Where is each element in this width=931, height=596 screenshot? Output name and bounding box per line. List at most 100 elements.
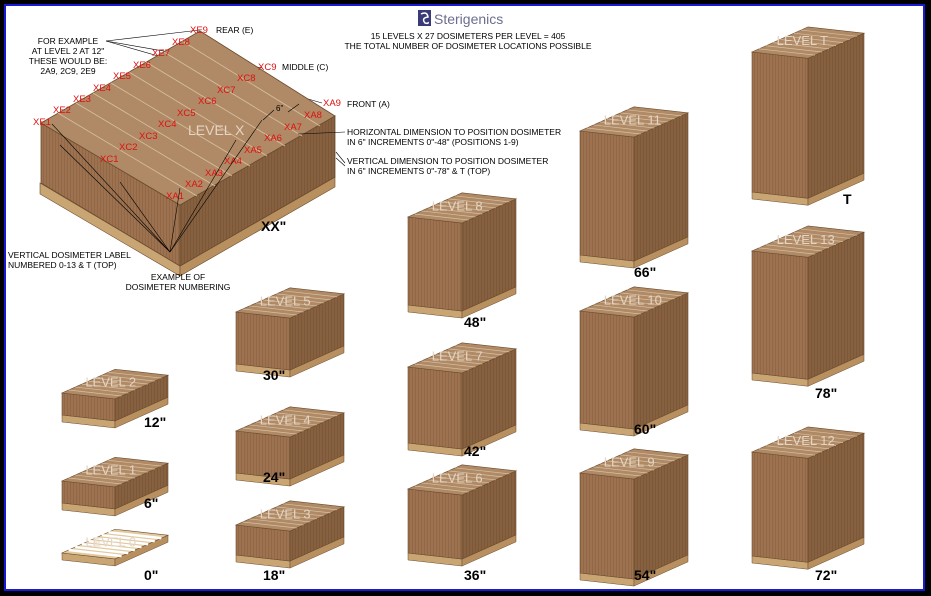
level-pallet: LEVEL T T [750, 26, 866, 207]
level-pallet: LEVEL 4 24" [234, 406, 346, 487]
top-stripe [108, 459, 162, 467]
top-stripe [793, 32, 851, 40]
level-name: LEVEL 7 [432, 348, 483, 363]
top-stripe [434, 204, 490, 212]
level-height-label: 0" [144, 567, 158, 583]
top-stripe [81, 471, 135, 479]
example-note-line: FOR EXAMPLE [38, 36, 99, 46]
top-stripe [613, 295, 668, 303]
top-stripe [620, 112, 675, 120]
top-stripe [627, 451, 682, 459]
top-stripe [256, 515, 311, 523]
box-left-face [407, 366, 463, 450]
dosimeter-label: XC4 [158, 119, 176, 130]
level-x-label: LEVEL X [188, 122, 245, 138]
level-height-label: 6" [144, 495, 158, 511]
level-pallet: LEVEL 0 0" [60, 528, 170, 583]
top-stripe [613, 457, 668, 465]
header-line-2: THE TOTAL NUMBER OF DOSIMETER LOCATIONS … [344, 41, 591, 51]
top-stripe [283, 409, 338, 417]
box-left-face [407, 216, 463, 312]
dosimeter-label: XE1 [33, 117, 51, 128]
level-pallet: LEVEL 10 60" [578, 286, 690, 437]
box-left-face [407, 488, 463, 560]
top-stripe [276, 412, 331, 420]
dosimeter-label: XA9 [323, 98, 341, 109]
dosimeter-label: XC6 [198, 96, 216, 107]
top-stripe [758, 48, 816, 56]
top-stripe [772, 42, 830, 50]
top-stripe [593, 124, 648, 132]
top-stripe [101, 533, 155, 543]
top-stripe [434, 476, 490, 484]
level-height-label: 60" [634, 421, 656, 437]
dosimeter-label: XE8 [172, 37, 190, 48]
example-note-line: THESE WOULD BE: [29, 56, 107, 66]
dosimeter-label: XE5 [113, 71, 131, 82]
level-name: LEVEL 3 [260, 506, 311, 521]
box-left-face [579, 472, 635, 580]
level-name: LEVEL 0 [85, 534, 136, 549]
six-inch-dimension: 6" [262, 103, 300, 121]
dosimeter-label: XE2 [53, 105, 71, 116]
top-stripe [800, 29, 858, 37]
level-height-label: T [843, 191, 852, 207]
top-stripe [620, 454, 675, 462]
top-stripe [606, 460, 662, 468]
level-height-label: 72" [815, 567, 837, 583]
example-note-line: 2A9, 2C9, 2E9 [40, 66, 96, 76]
box-left-face [579, 310, 635, 430]
level-height-label: 18" [263, 567, 285, 583]
top-stripe [94, 536, 149, 546]
dosimeter-label: XC3 [139, 131, 157, 142]
top-stripe [68, 548, 122, 558]
top-stripe [269, 415, 324, 423]
level-height-label: 78" [815, 385, 837, 401]
top-stripe [441, 201, 496, 209]
top-stripe [620, 292, 675, 300]
dosimeter-label: XC7 [217, 85, 235, 96]
top-stripe [269, 509, 324, 517]
top-stripe [613, 115, 668, 123]
box-right-face [807, 32, 865, 199]
header-line-1: 15 LEVELS X 27 DOSIMETERS PER LEVEL = 40… [371, 31, 566, 41]
level-height-label: 54" [634, 567, 656, 583]
level-height-label: 48" [464, 314, 486, 330]
top-stripe [68, 477, 122, 485]
top-stripe [455, 345, 510, 353]
top-stripe [779, 39, 837, 47]
top-stripe [242, 308, 297, 316]
top-stripe [772, 241, 830, 249]
dosimeter-label: XC9 [258, 62, 276, 73]
top-stripe [606, 298, 662, 306]
top-stripe [758, 247, 816, 255]
top-stripe [256, 421, 311, 429]
level-name: LEVEL 5 [260, 293, 311, 308]
top-stripe [765, 45, 823, 53]
top-stripe [448, 198, 503, 206]
dosimeter-label: XA8 [304, 110, 322, 121]
top-stripe [793, 231, 851, 239]
dosimeter-label: XE3 [73, 94, 91, 105]
top-stripe [455, 195, 510, 203]
top-stripe [779, 238, 837, 246]
level-pallet: LEVEL 11 66" [578, 106, 690, 280]
row-label-rear: REAR (E) [216, 25, 253, 35]
top-stripe [793, 432, 851, 440]
top-stripe [108, 371, 162, 379]
logo-text: Sterigenics [434, 11, 503, 27]
top-stripe [262, 299, 318, 307]
dosimeter-label: XC8 [237, 73, 255, 84]
level-pallet: LEVEL 3 18" [234, 500, 346, 583]
six-inch-label: 6" [276, 104, 283, 113]
dosimeter-label: XC5 [177, 108, 195, 119]
top-stripe [786, 435, 844, 443]
sterigenics-logo: Sterigenics [418, 10, 503, 27]
top-stripe [249, 424, 304, 432]
level-name: LEVEL 6 [432, 470, 483, 485]
top-stripe [606, 118, 662, 126]
level-pallet: LEVEL 9 54" [578, 448, 690, 587]
level-pallet: LEVEL 13 78" [750, 225, 866, 401]
level-name: LEVEL 9 [604, 454, 655, 469]
top-stripe [441, 351, 496, 359]
